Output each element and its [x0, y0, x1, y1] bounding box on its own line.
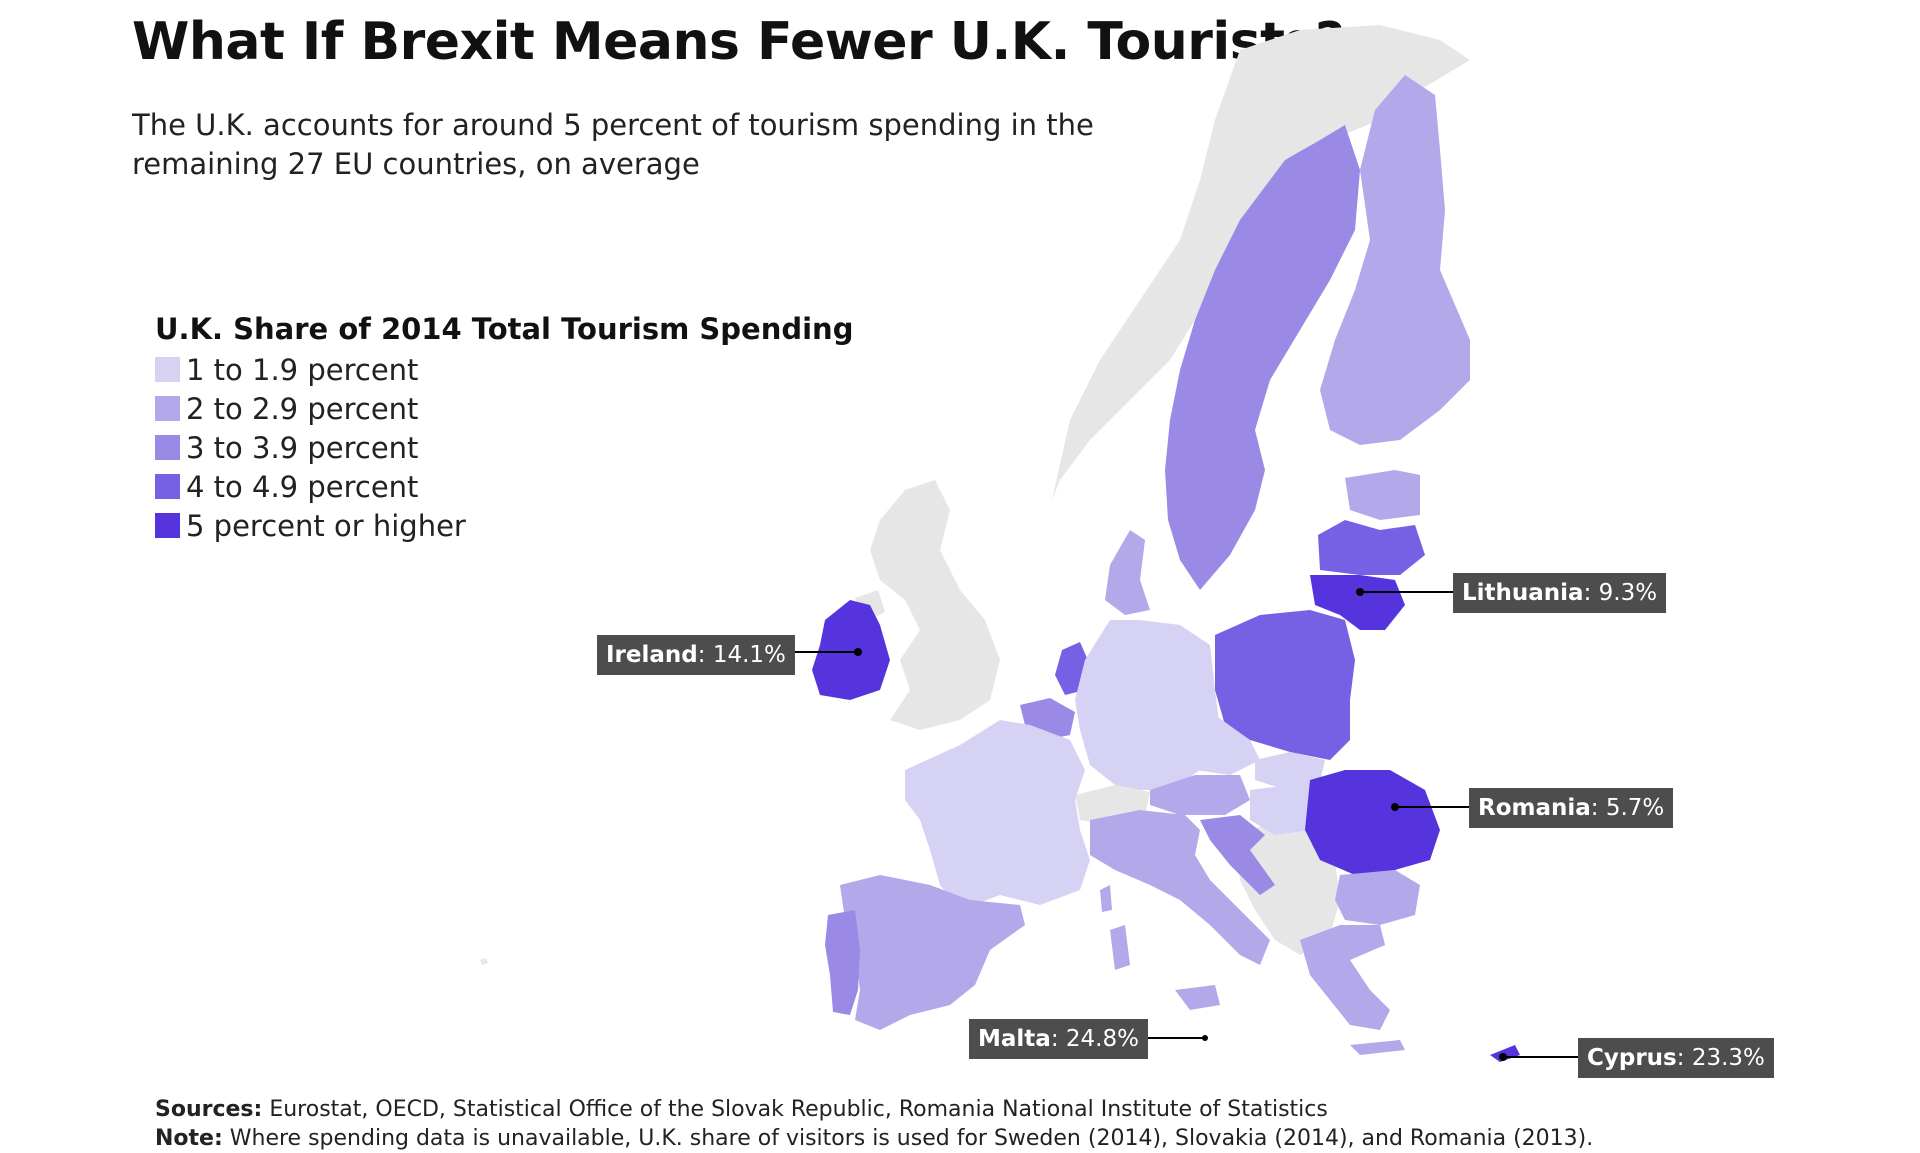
leader-dot-ireland	[854, 648, 862, 656]
legend-swatch-bin5	[155, 513, 180, 538]
callout-lithuania: Lithuania: 9.3%	[1453, 573, 1667, 613]
callout-country-name: Ireland	[606, 642, 698, 668]
region-sweden	[1165, 125, 1360, 590]
region-sicily	[1175, 985, 1220, 1010]
leader-dot-cyprus	[1499, 1053, 1507, 1061]
note-text: Where spending data is unavailable, U.K.…	[229, 1126, 1594, 1151]
callout-country-name: Cyprus	[1587, 1045, 1677, 1071]
legend-swatch-bin2	[155, 396, 180, 421]
region-latvia	[1318, 520, 1425, 575]
region-greece	[1300, 925, 1390, 1030]
region-croatia	[1200, 815, 1275, 895]
sources-line: Sources: Eurostat, OECD, Statistical Off…	[155, 1095, 1593, 1124]
region-italy	[1090, 810, 1270, 965]
region-denmark	[1105, 530, 1150, 615]
region-romania	[1305, 770, 1440, 875]
region-czech	[1175, 715, 1260, 775]
leader-dot-lithuania	[1356, 588, 1364, 596]
note-label: Note:	[155, 1126, 223, 1151]
region-cyprus	[1490, 1045, 1520, 1062]
region-france	[905, 720, 1090, 910]
callout-value: 9.3%	[1598, 580, 1658, 606]
page-title: What If Brexit Means Fewer U.K. Tourists…	[132, 12, 1345, 72]
legend-label: 5 percent or higher	[186, 508, 466, 543]
legend-item: 3 to 3.9 percent	[155, 428, 853, 467]
region-corsica	[1100, 885, 1112, 912]
legend-label: 2 to 2.9 percent	[186, 391, 419, 426]
legend-label: 3 to 3.9 percent	[186, 430, 419, 465]
region-western-balkans	[1235, 820, 1340, 955]
callout-value: 5.7%	[1605, 795, 1665, 821]
region-slovakia	[1255, 752, 1325, 788]
callout-ireland: Ireland: 14.1%	[597, 635, 795, 675]
region-crete	[1350, 1040, 1405, 1055]
callout-value: 24.8%	[1065, 1026, 1139, 1052]
region-estonia	[1345, 470, 1420, 520]
region-uk	[870, 480, 1000, 730]
legend-swatch-bin3	[155, 435, 180, 460]
sources-label: Sources:	[155, 1097, 263, 1122]
region-finland	[1320, 75, 1470, 445]
callout-value: 14.1%	[712, 642, 786, 668]
region-spain	[840, 875, 1025, 1030]
legend-item: 5 percent or higher	[155, 506, 853, 545]
footer-notes: Sources: Eurostat, OECD, Statistical Off…	[155, 1095, 1593, 1153]
callout-malta: Malta: 24.8%	[969, 1019, 1148, 1059]
region-ireland	[812, 600, 890, 700]
region-poland	[1215, 610, 1355, 760]
legend-item: 2 to 2.9 percent	[155, 389, 853, 428]
region-lithuania	[1310, 575, 1405, 630]
legend-label: 1 to 1.9 percent	[186, 352, 419, 387]
region-portugal	[825, 910, 860, 1015]
legend-label: 4 to 4.9 percent	[186, 469, 419, 504]
callout-country-name: Malta	[978, 1026, 1051, 1052]
legend-swatch-bin1	[155, 357, 180, 382]
legend-item: 4 to 4.9 percent	[155, 467, 853, 506]
region-iceland	[480, 958, 488, 965]
callout-country-name: Lithuania	[1462, 580, 1584, 606]
callout-cyprus: Cyprus: 23.3%	[1578, 1038, 1774, 1078]
legend-swatch-bin4	[155, 474, 180, 499]
leader-dot-romania	[1391, 803, 1399, 811]
region-sardinia	[1110, 925, 1130, 970]
callout-value: 23.3%	[1691, 1045, 1765, 1071]
callout-country-name: Romania	[1478, 795, 1591, 821]
legend-title: U.K. Share of 2014 Total Tourism Spendin…	[155, 312, 854, 346]
sources-text: Eurostat, OECD, Statistical Office of th…	[269, 1097, 1328, 1122]
region-norway	[1052, 25, 1470, 500]
region-bulgaria	[1335, 870, 1420, 925]
map-legend: U.K. Share of 2014 Total Tourism Spendin…	[155, 312, 853, 545]
region-austria	[1150, 775, 1250, 815]
page-subtitle: The U.K. accounts for around 5 percent o…	[132, 108, 1094, 181]
note-line: Note: Where spending data is unavailable…	[155, 1124, 1593, 1153]
callout-romania: Romania: 5.7%	[1469, 788, 1674, 828]
legend-item: 1 to 1.9 percent	[155, 350, 853, 389]
